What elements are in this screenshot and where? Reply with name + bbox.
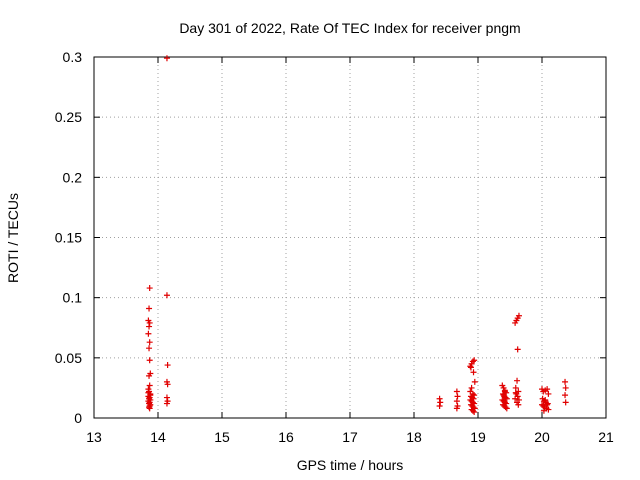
x-tick-label: 16: [278, 429, 294, 445]
data-point: [515, 401, 522, 408]
data-point: [501, 388, 508, 395]
data-point: [471, 378, 478, 385]
data-point: [512, 389, 519, 396]
data-point: [146, 357, 153, 364]
data-point: [453, 388, 460, 395]
data-point: [437, 399, 444, 406]
data-point: [146, 404, 153, 411]
data-point: [145, 330, 152, 337]
data-point: [453, 405, 460, 412]
data-point: [163, 55, 170, 62]
data-point: [562, 378, 569, 385]
x-tick-label: 14: [150, 429, 166, 445]
x-tick-label: 18: [406, 429, 422, 445]
data-point: [163, 400, 170, 407]
data-point: [544, 401, 551, 408]
data-point: [500, 392, 507, 399]
data-point: [470, 369, 477, 376]
data-point: [515, 312, 522, 319]
data-point: [512, 395, 519, 402]
data-points: [145, 55, 569, 415]
data-point: [436, 402, 443, 409]
x-tick-label: 21: [598, 429, 614, 445]
data-point: [503, 395, 510, 402]
plot-frame: [93, 56, 607, 419]
data-point: [562, 399, 569, 406]
y-tick-label: 0.25: [55, 109, 82, 125]
axes: 13 14 15 16 17 18 19 20 21 0 0.05 0.1 0.15 0.2 0.25 0.3: [55, 49, 614, 445]
data-point: [471, 408, 478, 415]
y-axis-label: ROTI / TECUs: [5, 193, 21, 283]
data-point: [146, 382, 153, 389]
data-point: [514, 346, 521, 353]
data-point: [164, 362, 171, 369]
data-point: [164, 381, 171, 388]
data-point: [545, 406, 552, 413]
data-point: [562, 384, 569, 391]
data-point: [540, 407, 547, 414]
data-point: [163, 394, 170, 401]
y-tick-label: 0.1: [63, 290, 83, 306]
chart-title: Day 301 of 2022, Rate Of TEC Index for r…: [179, 20, 520, 36]
data-point: [146, 319, 153, 326]
data-point: [146, 323, 153, 330]
x-tick-label: 15: [214, 429, 230, 445]
data-point: [146, 405, 153, 412]
data-point: [542, 396, 549, 403]
data-point: [544, 400, 551, 407]
y-tick-label: 0.3: [63, 49, 83, 65]
data-point: [146, 285, 153, 292]
data-point: [471, 357, 478, 364]
data-point: [502, 404, 509, 411]
x-tick-label: 13: [86, 429, 102, 445]
data-point: [469, 407, 476, 414]
x-tick-label: 20: [534, 429, 550, 445]
y-tick-label: 0.15: [55, 230, 82, 246]
y-tick-label: 0.2: [63, 169, 83, 185]
data-point: [145, 389, 152, 396]
y-tick-label: 0.05: [55, 350, 82, 366]
data-point: [544, 386, 551, 393]
data-point: [469, 358, 476, 365]
grid-lines: [94, 57, 606, 418]
data-point: [146, 345, 153, 352]
data-point: [146, 305, 153, 312]
data-point: [163, 292, 170, 299]
x-tick-label: 19: [470, 429, 486, 445]
data-point: [146, 339, 153, 346]
data-point: [540, 402, 547, 409]
data-point: [514, 377, 521, 384]
data-point: [468, 384, 475, 391]
x-axis-label: GPS time / hours: [297, 457, 404, 473]
data-point: [562, 392, 569, 399]
y-tick-label: 0: [74, 410, 82, 426]
data-point: [436, 395, 443, 402]
x-tick-label: 17: [342, 429, 358, 445]
data-point: [146, 372, 153, 379]
data-point: [503, 405, 510, 412]
data-point: [453, 398, 460, 405]
data-point: [545, 390, 552, 397]
data-point: [467, 364, 474, 371]
data-point: [454, 393, 461, 400]
